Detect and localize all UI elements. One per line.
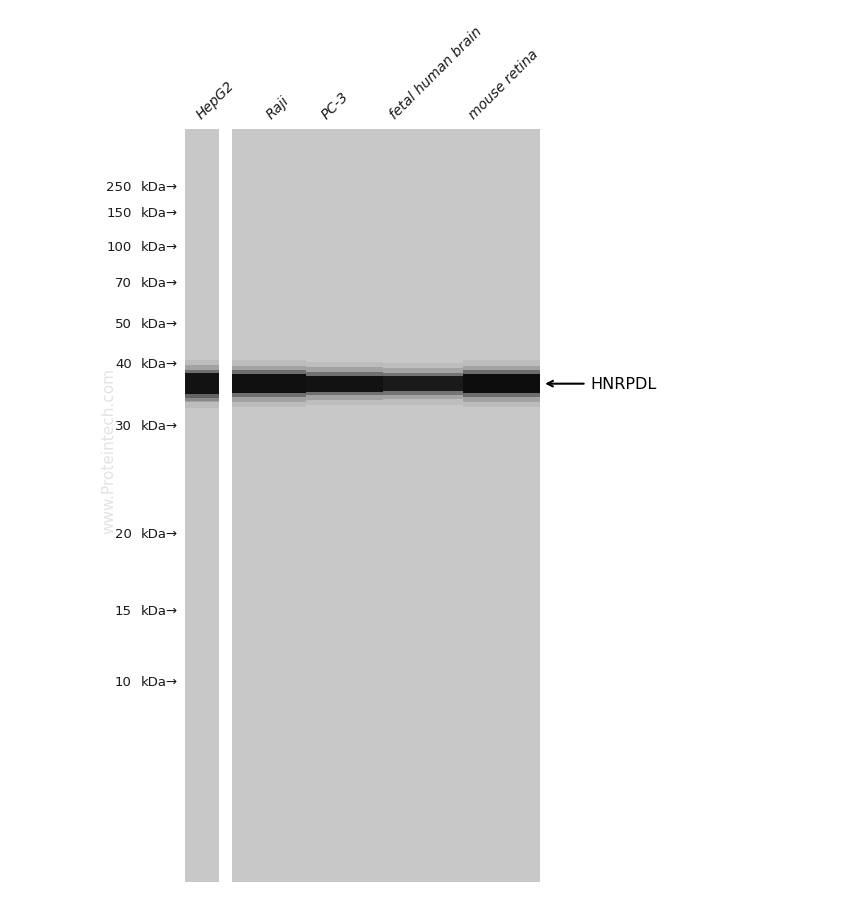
Bar — [463, 366, 540, 402]
Bar — [232, 374, 306, 394]
Bar — [232, 371, 306, 398]
Bar — [232, 366, 306, 402]
Text: 40: 40 — [115, 358, 132, 371]
Bar — [382, 364, 463, 405]
Text: mouse retina: mouse retina — [466, 47, 541, 122]
Text: www.Proteintech.com: www.Proteintech.com — [101, 368, 116, 534]
Text: kDa→: kDa→ — [140, 207, 178, 219]
Text: kDa→: kDa→ — [140, 419, 178, 432]
Text: 70: 70 — [115, 277, 132, 290]
Bar — [382, 373, 463, 395]
Text: 30: 30 — [115, 419, 132, 432]
Text: 50: 50 — [115, 318, 132, 330]
Text: HepG2: HepG2 — [194, 78, 237, 122]
Bar — [382, 377, 463, 391]
Bar — [306, 368, 382, 400]
Text: HNRPDL: HNRPDL — [591, 377, 657, 391]
Text: kDa→: kDa→ — [140, 604, 178, 617]
Text: kDa→: kDa→ — [140, 676, 178, 688]
Text: kDa→: kDa→ — [140, 528, 178, 540]
Text: kDa→: kDa→ — [140, 181, 178, 194]
Text: PC-3: PC-3 — [319, 89, 351, 122]
Bar — [463, 361, 540, 408]
Bar — [306, 373, 382, 396]
Text: 15: 15 — [115, 604, 132, 617]
Bar — [185, 393, 219, 402]
Bar — [232, 361, 306, 408]
Text: kDa→: kDa→ — [140, 277, 178, 290]
Text: 150: 150 — [106, 207, 132, 219]
Bar — [463, 374, 540, 394]
Bar — [382, 369, 463, 400]
Text: kDa→: kDa→ — [140, 318, 178, 330]
Text: kDa→: kDa→ — [140, 358, 178, 371]
Text: 250: 250 — [106, 181, 132, 194]
Bar — [185, 370, 219, 399]
Text: kDa→: kDa→ — [140, 241, 178, 253]
Text: Raji: Raji — [264, 94, 292, 122]
Bar — [232, 130, 540, 882]
Text: 100: 100 — [106, 241, 132, 253]
Text: 20: 20 — [115, 528, 132, 540]
Bar — [306, 363, 382, 406]
Bar — [185, 360, 219, 409]
Bar — [185, 130, 219, 882]
Bar — [306, 376, 382, 392]
Bar — [185, 373, 219, 395]
Bar — [185, 365, 219, 403]
Bar — [463, 371, 540, 398]
Text: fetal human brain: fetal human brain — [387, 24, 484, 122]
Text: 10: 10 — [115, 676, 132, 688]
